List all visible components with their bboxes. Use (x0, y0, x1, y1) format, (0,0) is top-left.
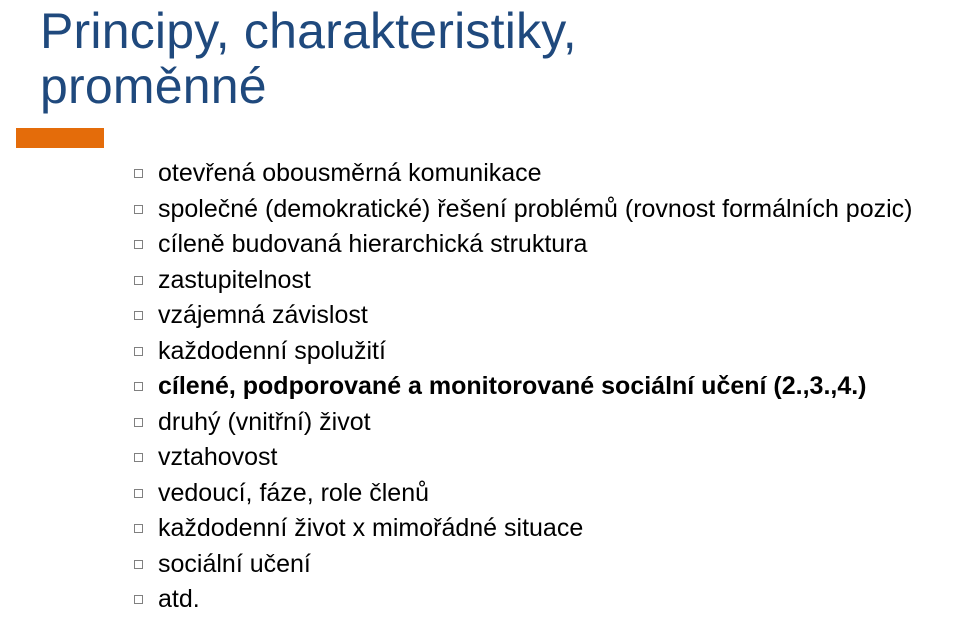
bullet-item-text: každodenní spolužití (158, 337, 386, 365)
bullet-item: cíleně budovaná hierarchická struktura (130, 227, 920, 263)
bullet-item: druhý (vnitřní) život (130, 405, 920, 441)
bullet-item-text: zastupitelnost (158, 266, 311, 294)
bullet-item: zastupitelnost (130, 263, 920, 299)
bullet-item-text: druhý (vnitřní) život (158, 408, 371, 436)
bullet-item: každodenní spolužití (130, 334, 920, 370)
bullet-item: vzájemná závislost (130, 298, 920, 334)
bullet-item: atd. (130, 582, 920, 618)
bullet-item: sociální učení (130, 547, 920, 583)
bullet-item: společné (demokratické) řešení problémů … (130, 192, 920, 228)
slide: Principy, charakteristiky, proměnné otev… (0, 0, 960, 618)
bullet-item-text: cílené, podporované a monitorované sociá… (158, 372, 867, 400)
bullet-item-text: cíleně budovaná hierarchická struktura (158, 230, 587, 258)
slide-title: Principy, charakteristiky, proměnné (40, 0, 920, 114)
accent-bar (16, 128, 104, 148)
bullet-item-text: vedoucí, fáze, role členů (158, 479, 429, 507)
bullet-item: otevřená obousměrná komunikace (130, 156, 920, 192)
bullet-item-text: společné (demokratické) řešení problémů … (158, 195, 912, 223)
title-line1: Principy, charakteristiky, (40, 3, 577, 59)
bullet-item-text: vzájemná závislost (158, 301, 368, 329)
bullet-item-text: každodenní život x mimořádné situace (158, 514, 583, 542)
bullet-list: otevřená obousměrná komunikace společné (… (130, 156, 920, 618)
bullet-item-text: sociální učení (158, 550, 311, 578)
bullet-item: každodenní život x mimořádné situace (130, 511, 920, 547)
bullet-item: vedoucí, fáze, role členů (130, 476, 920, 512)
body: otevřená obousměrná komunikace společné (… (130, 156, 920, 618)
title-line2: proměnné (40, 58, 267, 114)
bullet-item-text: vztahovost (158, 443, 278, 471)
bullet-item-text: atd. (158, 585, 200, 613)
bullet-item: vztahovost (130, 440, 920, 476)
bullet-item-text: otevřená obousměrná komunikace (158, 159, 542, 187)
bullet-item: cílené, podporované a monitorované sociá… (130, 369, 920, 405)
